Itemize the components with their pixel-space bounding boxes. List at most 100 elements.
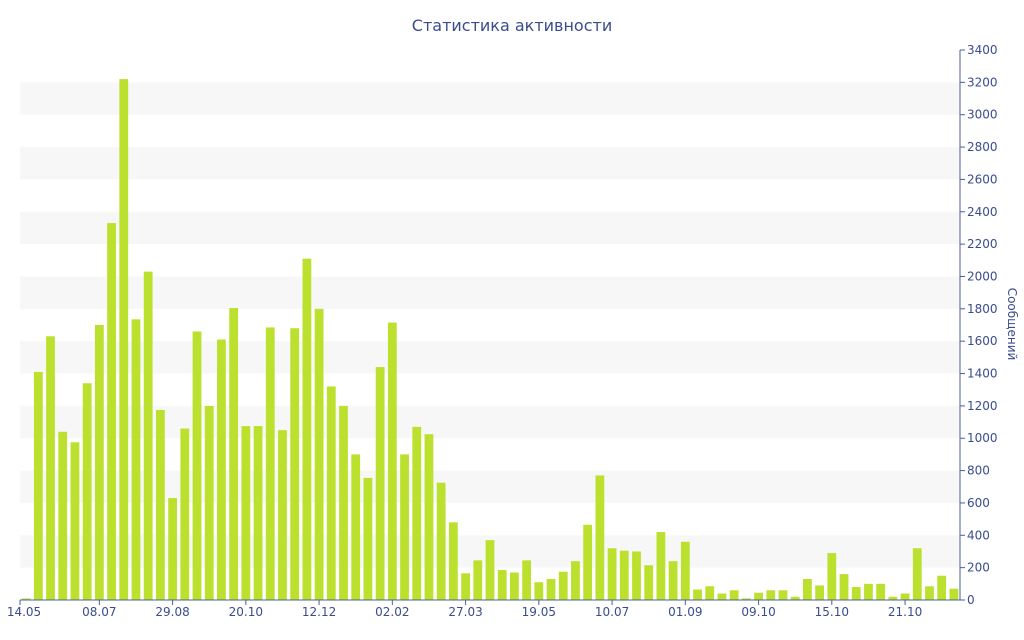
bar: [265, 327, 275, 600]
bar: [461, 573, 470, 600]
bar: [656, 532, 666, 600]
bar: [741, 598, 751, 600]
bar: [339, 405, 348, 600]
bar: [778, 590, 788, 600]
bar: [400, 454, 409, 600]
bar: [326, 386, 336, 600]
grid-band: [20, 341, 960, 374]
grid-band: [20, 405, 960, 439]
x-axis: 14.05 08.07 29.08 20.10 12.12 02.02 27.03 19.05…: [7, 599, 960, 619]
y-tick-label: 600: [967, 496, 990, 510]
bar: [619, 550, 629, 600]
bar: [851, 587, 861, 600]
bar: [424, 434, 434, 600]
bar: [21, 598, 31, 600]
bar: [632, 551, 641, 600]
bar: [302, 258, 312, 600]
y-axis-label: Сообщений: [1005, 288, 1019, 361]
y-tick-label: 800: [967, 464, 990, 478]
bar: [925, 586, 934, 600]
bar: [485, 540, 495, 600]
y-tick-label: 400: [967, 528, 990, 542]
y-tick-label: 1400: [967, 367, 998, 381]
bar: [815, 585, 825, 600]
bar: [900, 593, 910, 600]
bar: [680, 541, 690, 600]
y-tick-label: 1000: [967, 431, 998, 445]
bar: [790, 596, 800, 600]
bar: [803, 578, 812, 600]
bar: [217, 339, 226, 600]
chart-title: Статистика активности: [412, 16, 612, 35]
grid-band: [20, 147, 960, 180]
x-tick-label: 02.02: [375, 605, 409, 619]
bar: [70, 442, 80, 600]
bar: [876, 583, 886, 600]
bar: [82, 383, 92, 600]
bar: [314, 308, 324, 600]
bar: [864, 583, 873, 600]
bar: [668, 561, 678, 600]
bar: [522, 560, 532, 600]
bar: [912, 548, 922, 600]
bar: [448, 522, 458, 600]
bar: [412, 426, 422, 600]
y-tick-label: 3400: [967, 43, 998, 57]
x-tick-label: 10.07: [595, 605, 629, 619]
x-tick-label: 21.10: [888, 605, 922, 619]
bar: [131, 319, 141, 600]
background-bands: [20, 82, 960, 568]
bar: [229, 308, 239, 600]
x-tick-label: 12.12: [302, 605, 336, 619]
x-tick-label: 19.05: [522, 605, 556, 619]
bar: [510, 572, 519, 600]
x-tick-label: 01.09: [668, 605, 702, 619]
x-tick-label: 15.10: [815, 605, 849, 619]
bar: [497, 570, 507, 600]
bar: [119, 79, 129, 601]
bar: [94, 325, 104, 600]
grid-band: [20, 470, 960, 503]
bar: [729, 590, 739, 600]
bar: [705, 586, 715, 600]
bar: [571, 561, 580, 600]
bars: [21, 79, 959, 601]
bar: [253, 426, 263, 600]
bar: [46, 336, 55, 600]
grid-band: [20, 82, 960, 115]
bar: [155, 409, 165, 600]
x-tick-label: 27.03: [448, 605, 482, 619]
bar: [558, 571, 568, 600]
bar: [204, 405, 214, 600]
bar: [180, 428, 190, 600]
bar: [33, 371, 43, 600]
bar: [436, 482, 446, 600]
bar: [717, 593, 727, 600]
bar: [644, 565, 654, 600]
y-tick-label: 2800: [967, 140, 998, 154]
bar: [888, 596, 898, 600]
y-tick-label: 1800: [967, 302, 998, 316]
bar: [754, 592, 763, 600]
bar: [766, 590, 776, 600]
bar: [107, 223, 116, 600]
bar: [534, 582, 544, 600]
y-tick-label: 2400: [967, 205, 998, 219]
bar: [546, 578, 556, 600]
x-tick-label: 14.05: [7, 605, 41, 619]
bar: [351, 454, 361, 600]
bar: [827, 553, 837, 600]
y-tick-label: 0: [967, 593, 975, 607]
y-tick-label: 3200: [967, 75, 998, 89]
grid-band: [20, 276, 960, 309]
bar: [143, 271, 153, 600]
bar: [693, 589, 702, 600]
x-tick-label: 20.10: [229, 605, 263, 619]
bar: [375, 367, 385, 600]
y-tick-label: 3000: [967, 108, 998, 122]
y-tick-label: 200: [967, 561, 990, 575]
bar: [58, 431, 68, 600]
y-tick-label: 1200: [967, 399, 998, 413]
grid-band: [20, 211, 960, 245]
